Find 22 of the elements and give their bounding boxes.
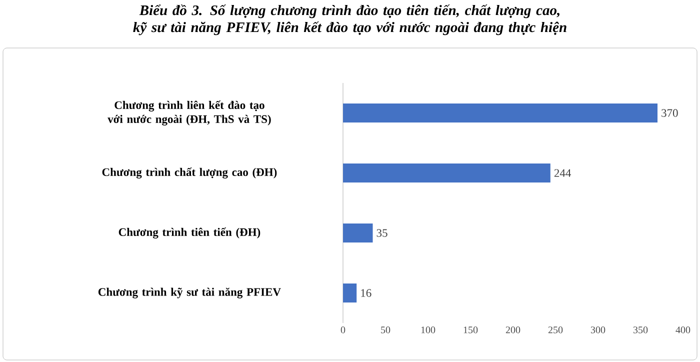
bar bbox=[343, 164, 550, 183]
x-tick-label: 150 bbox=[464, 326, 478, 334]
x-tick-label: 400 bbox=[676, 326, 690, 334]
x-tick-label: 100 bbox=[421, 326, 436, 334]
x-tick-label: 300 bbox=[590, 326, 606, 334]
data-label: 16 bbox=[361, 289, 372, 297]
x-tick-label: 50 bbox=[381, 326, 390, 334]
x-tick-label: 250 bbox=[548, 326, 563, 334]
y-tick-label: Chương trình tiên tiến (ĐH) bbox=[118, 228, 260, 238]
data-label: 244 bbox=[554, 169, 571, 177]
x-tick-label: 350 bbox=[633, 326, 648, 334]
data-label: 370 bbox=[662, 109, 678, 117]
bar bbox=[343, 224, 373, 243]
y-tick-label: Chương trình chất lượng cao (ĐH) bbox=[102, 168, 277, 178]
bar bbox=[343, 104, 658, 123]
bar bbox=[343, 284, 357, 303]
x-tick-label: 0 bbox=[340, 326, 346, 334]
x-tick-label: 200 bbox=[506, 326, 520, 334]
y-tick-label: Chương trình kỹ sư tài năng PFIEV bbox=[98, 288, 281, 298]
chart-title: Biểu đồ 3. Số lượng chương trình đào tạo tiên tiến, chất lượng cao, kỹ sư tài năng PFIEV, liên kết đào tạo với nước ngoài đang thực hiện bbox=[133, 4, 566, 36]
y-tick-label: Chương trình liên kết đào tạo với nước ngoài (ĐH, ThS và TS) bbox=[108, 100, 271, 126]
data-label: 35 bbox=[376, 229, 388, 237]
